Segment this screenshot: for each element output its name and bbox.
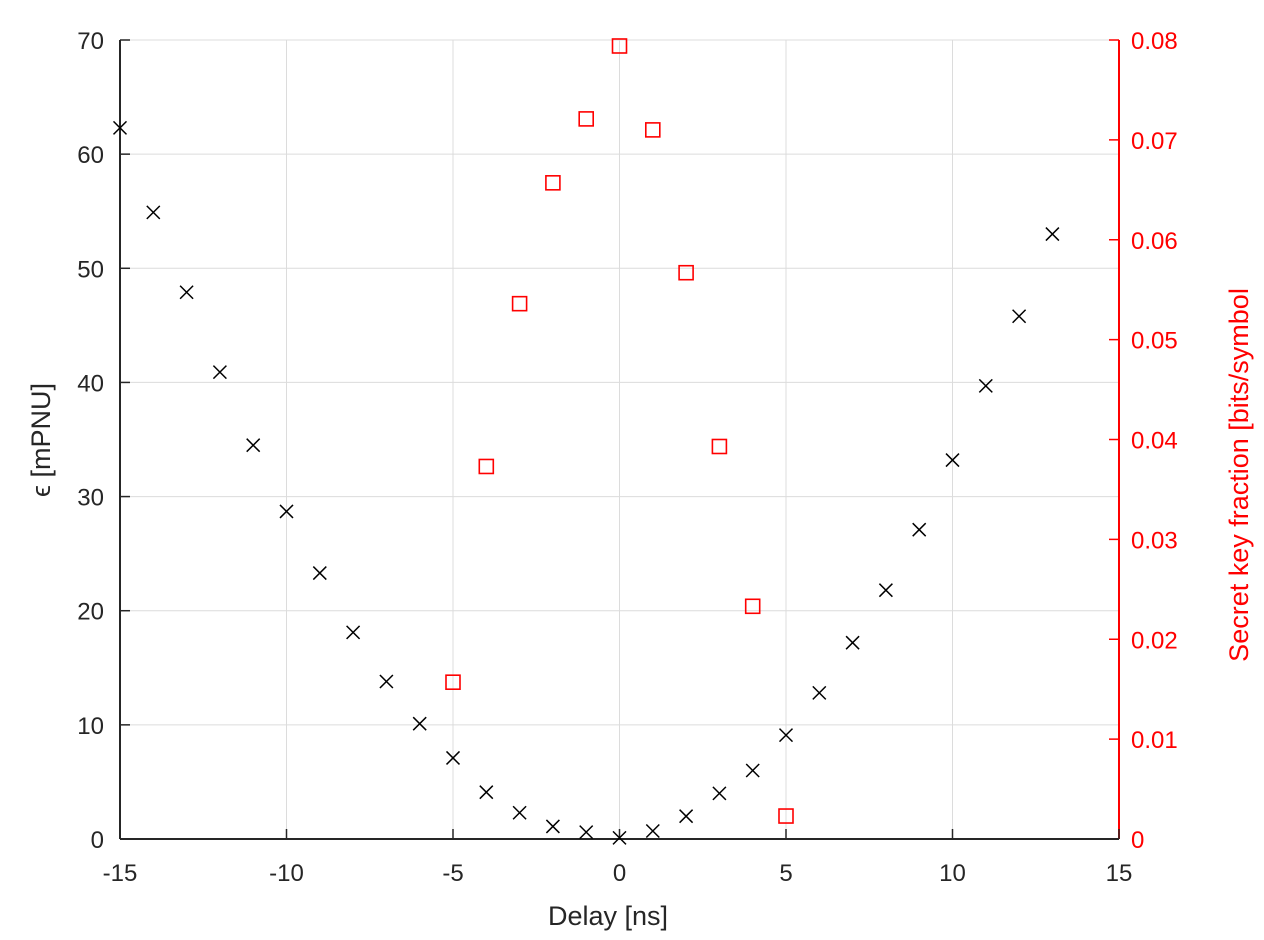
x-axis: -15 -10 -5 0 5 10 15 xyxy=(103,829,1133,887)
right-y-axis-label: Secret key fraction [bits/symbol xyxy=(1224,288,1254,662)
x-marker-icon xyxy=(279,504,294,519)
x-marker-icon xyxy=(878,583,893,598)
x-tick-label: -15 xyxy=(103,860,138,887)
square-marker-icon xyxy=(678,264,694,281)
square-marker-icon xyxy=(744,598,761,615)
x-marker-icon xyxy=(579,825,594,840)
right-y-tick-label: 0.07 xyxy=(1131,128,1178,155)
x-tick-label: 10 xyxy=(939,860,966,887)
square-marker-icon xyxy=(611,38,628,54)
x-marker-icon xyxy=(312,566,327,581)
square-marker-icon xyxy=(478,458,495,475)
x-marker-icon xyxy=(845,635,860,650)
right-y-tick-label: 0.08 xyxy=(1131,28,1178,55)
left-y-tick-label: 50 xyxy=(77,256,104,283)
x-marker-icon xyxy=(545,819,560,834)
left-y-tick-label: 20 xyxy=(77,599,104,626)
x-marker-icon xyxy=(978,378,993,393)
grid-lines xyxy=(120,39,1119,839)
x-marker-icon xyxy=(479,785,494,800)
x-marker-icon xyxy=(912,522,927,537)
x-marker-icon xyxy=(112,120,128,135)
x-marker-icon xyxy=(645,823,660,839)
x-marker-icon xyxy=(778,728,794,743)
left-y-axis-label: ϵ [mPNU] xyxy=(26,383,56,497)
x-marker-icon xyxy=(712,786,727,801)
x-marker-icon xyxy=(745,763,760,778)
x-marker-icon xyxy=(146,205,161,220)
right-y-tick-label: 0.03 xyxy=(1131,527,1178,554)
x-axis-label: Delay [ns] xyxy=(548,901,668,931)
x-tick-label: 5 xyxy=(779,860,792,887)
x-marker-icon xyxy=(812,685,827,700)
x-marker-icon xyxy=(246,438,261,453)
x-marker-icon xyxy=(179,285,194,300)
right-y-tick-label: 0.05 xyxy=(1131,328,1178,355)
left-y-tick-label: 0 xyxy=(91,827,104,854)
right-y-tick-label: 0.01 xyxy=(1131,727,1178,754)
square-marker-icon xyxy=(778,808,794,824)
right-y-tick-label: 0.02 xyxy=(1131,627,1178,654)
x-marker-icon xyxy=(412,716,427,731)
left-y-tick-label: 60 xyxy=(77,142,104,169)
left-y-tick-label: 40 xyxy=(77,370,104,397)
square-marker-icon xyxy=(644,122,661,138)
x-tick-label: 0 xyxy=(613,860,626,887)
left-y-tick-label: 10 xyxy=(77,713,104,740)
x-marker-icon xyxy=(379,674,394,689)
epsilon-series xyxy=(112,120,1060,845)
x-marker-icon xyxy=(512,805,527,820)
x-marker-icon xyxy=(445,750,461,765)
left-y-tick-label: 70 xyxy=(77,28,104,55)
square-marker-icon xyxy=(445,674,461,690)
right-y-axis: 0 0.01 0.02 0.03 0.04 0.05 0.06 0.07 0.08 xyxy=(1109,28,1178,854)
square-marker-icon xyxy=(711,438,728,455)
square-marker-icon xyxy=(511,295,528,312)
x-marker-icon xyxy=(346,625,361,640)
right-y-tick-label: 0.04 xyxy=(1131,428,1178,455)
left-y-tick-label: 30 xyxy=(77,485,104,512)
x-marker-icon xyxy=(612,830,627,845)
left-y-axis: 0 10 20 30 40 50 60 70 xyxy=(77,28,130,854)
right-y-tick-label: 0.06 xyxy=(1131,228,1178,255)
x-marker-icon xyxy=(1045,227,1060,242)
x-tick-label: -5 xyxy=(442,860,463,887)
x-marker-icon xyxy=(679,809,694,824)
square-marker-icon xyxy=(545,175,561,191)
x-tick-label: 15 xyxy=(1106,860,1133,887)
secret-key-fraction-series xyxy=(445,38,794,824)
square-marker-icon xyxy=(578,111,595,127)
right-y-tick-label: 0 xyxy=(1131,827,1144,854)
x-marker-icon xyxy=(1012,309,1027,324)
x-tick-label: -10 xyxy=(269,860,304,887)
x-marker-icon xyxy=(945,453,960,468)
x-marker-icon xyxy=(212,365,227,380)
